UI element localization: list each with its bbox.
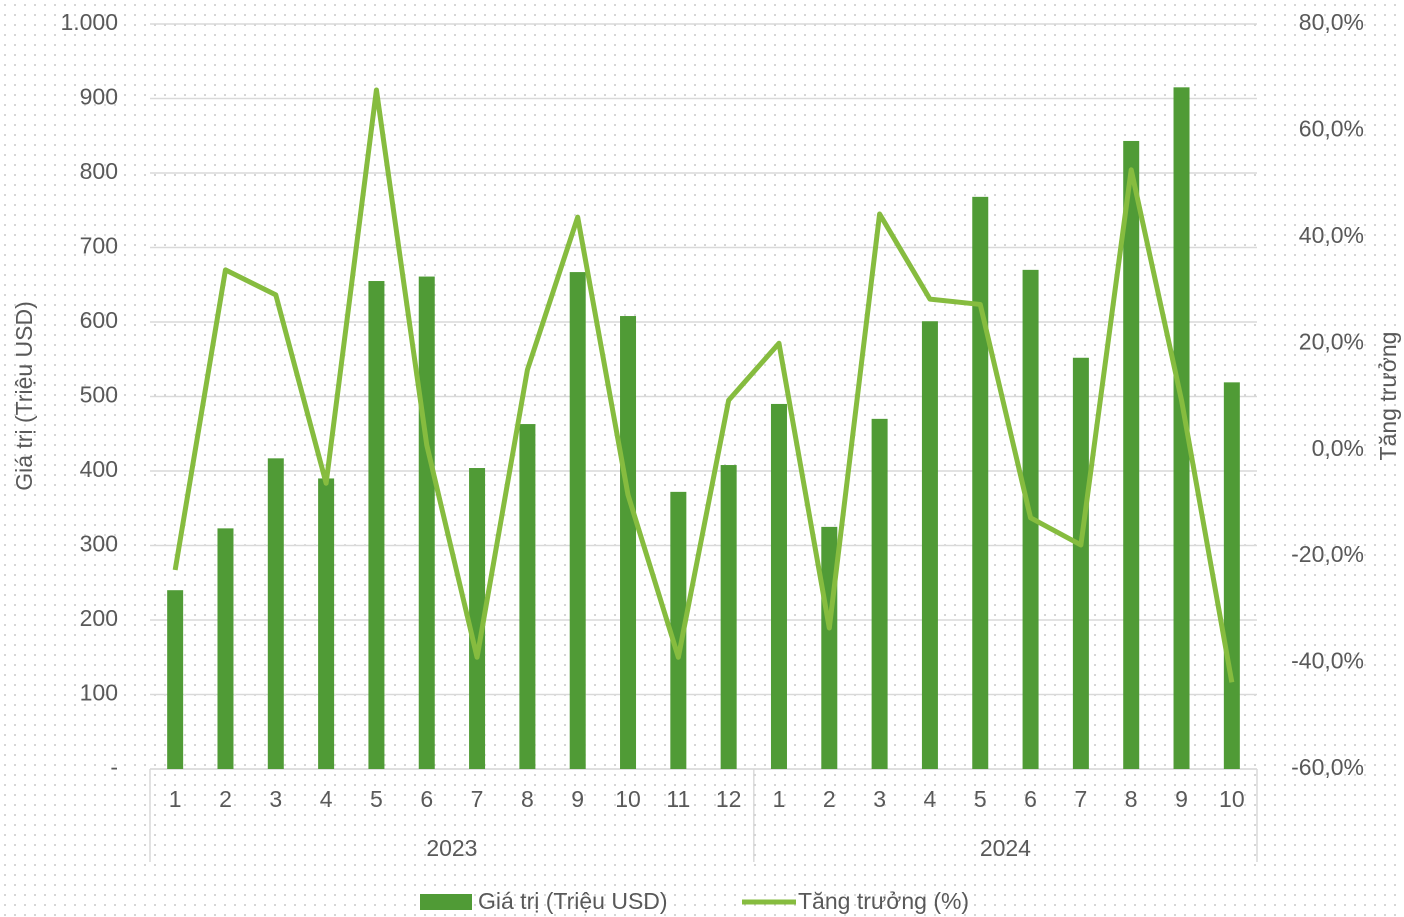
y-tick-label: 300: [80, 531, 118, 557]
bar: [770, 403, 787, 769]
x-tick-label: 10: [1219, 786, 1245, 812]
group-label: 2023: [426, 835, 477, 861]
x-tick-label: 2: [823, 786, 836, 812]
bar: [1072, 357, 1089, 769]
bar: [921, 321, 938, 769]
bar: [720, 465, 737, 769]
legend-label: Giá trị (Triệu USD): [478, 888, 668, 914]
x-tick-label: 10: [615, 786, 641, 812]
x-tick-label: 4: [320, 786, 333, 812]
x-tick-label: 12: [716, 786, 742, 812]
x-tick-label: 3: [873, 786, 886, 812]
bar: [167, 590, 184, 769]
y2-tick-label: 40,0%: [1299, 222, 1364, 248]
y-tick-label: 400: [80, 456, 118, 482]
bar: [670, 491, 687, 769]
bar: [267, 458, 284, 769]
y2-tick-label: 80,0%: [1299, 9, 1364, 35]
y-tick-label: 900: [80, 84, 118, 110]
x-tick-label: 7: [1074, 786, 1087, 812]
bar: [1223, 382, 1240, 769]
x-tick-label: 4: [924, 786, 937, 812]
y2-tick-label: -40,0%: [1291, 648, 1364, 674]
x-tick-label: 3: [269, 786, 282, 812]
x-tick-label: 11: [666, 786, 690, 812]
y-tick-label: -: [110, 754, 118, 780]
y-tick-label: 1.000: [60, 9, 118, 35]
line: [172, 87, 1235, 683]
y-tick-label: 800: [80, 158, 118, 184]
x-tick-label: 9: [1175, 786, 1188, 812]
x-tick-label: 2: [219, 786, 232, 812]
bar: [519, 424, 536, 769]
y2-tick-label: -60,0%: [1291, 754, 1364, 780]
bar: [368, 281, 385, 769]
bar: [620, 316, 637, 769]
y2-tick-label: 60,0%: [1299, 116, 1364, 142]
y2-tick-label: 20,0%: [1299, 328, 1364, 354]
x-tick-label: 1: [773, 786, 786, 812]
y-axis-title: Giá trị (Triệu USD): [11, 301, 37, 491]
y2-tick-label: 0,0%: [1312, 435, 1364, 461]
x-tick-label: 1: [169, 786, 182, 812]
x-tick-label: 6: [420, 786, 433, 812]
y-tick-label: 500: [80, 382, 118, 408]
bar: [1123, 140, 1140, 770]
x-tick-label: 5: [974, 786, 987, 812]
bar: [569, 272, 586, 769]
legend-swatch: [420, 894, 472, 910]
bar: [318, 478, 335, 769]
x-tick-label: 9: [571, 786, 584, 812]
y-tick-label: 600: [80, 307, 118, 333]
y-tick-label: 100: [80, 680, 118, 706]
x-tick-label: 5: [370, 786, 383, 812]
x-tick-label: 7: [471, 786, 484, 812]
bar: [871, 418, 888, 769]
legend-label: Tăng trưởng (%): [798, 888, 969, 914]
x-tick-label: 8: [521, 786, 534, 812]
x-tick-label: 6: [1024, 786, 1037, 812]
bar: [418, 276, 435, 769]
x-tick-label: 8: [1125, 786, 1138, 812]
bar: [217, 528, 234, 769]
y2-axis-title: Tăng trưởng: [1375, 332, 1401, 461]
bar: [1173, 87, 1190, 769]
bar: [972, 196, 989, 770]
y-tick-label: 700: [80, 233, 118, 259]
y-tick-label: 200: [80, 605, 118, 631]
bar: [469, 468, 486, 769]
y2-tick-label: -20,0%: [1291, 541, 1364, 567]
group-label: 2024: [980, 835, 1031, 861]
